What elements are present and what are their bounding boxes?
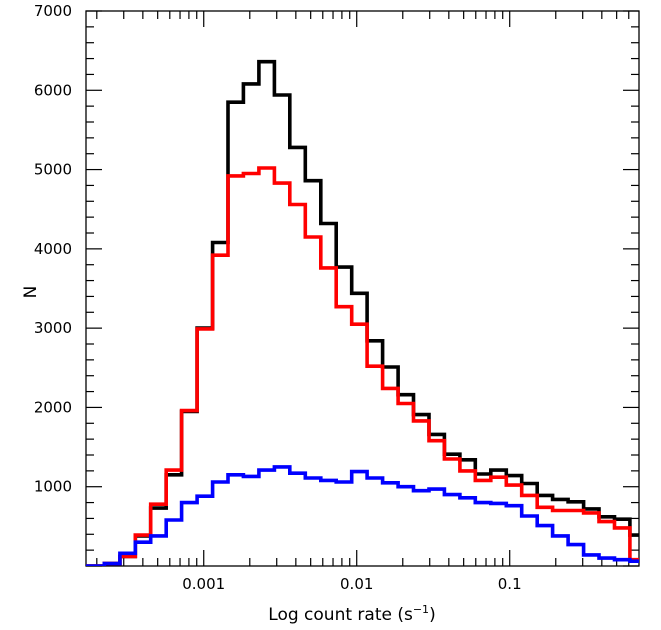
y-tick-label: 6000 [34, 81, 72, 99]
y-axis-title: N [21, 286, 41, 299]
y-tick-label: 1000 [34, 478, 72, 496]
x-tick-label: 0.1 [498, 575, 522, 593]
y-tick-label: 4000 [34, 240, 72, 258]
plot-border [85, 10, 640, 567]
y-tick-labels: 1000 2000 3000 4000 5000 6000 7000 [34, 2, 72, 496]
x-axis-title-close: ) [429, 605, 436, 625]
y-tick-label: 3000 [34, 319, 72, 337]
x-axis-title-superscript: −1 [413, 603, 429, 616]
histogram-series-3 [86, 465, 639, 566]
y-tick-label: 5000 [34, 161, 72, 179]
plot-frame [85, 10, 640, 567]
histogram-series-1 [86, 59, 639, 566]
axis-ticks [86, 10, 639, 567]
histogram-series-2 [86, 166, 639, 566]
x-axis-title-main: Log count rate (s [268, 605, 413, 625]
x-axis-title: Log count rate (s−1) [268, 603, 435, 625]
y-tick-label: 7000 [34, 2, 72, 20]
series-layer [86, 59, 639, 566]
y-tick-label: 2000 [34, 398, 72, 416]
x-tick-label: 0.01 [340, 575, 373, 593]
x-tick-labels: 0.001 0.01 0.1 [182, 575, 521, 593]
x-tick-label: 0.001 [182, 575, 225, 593]
